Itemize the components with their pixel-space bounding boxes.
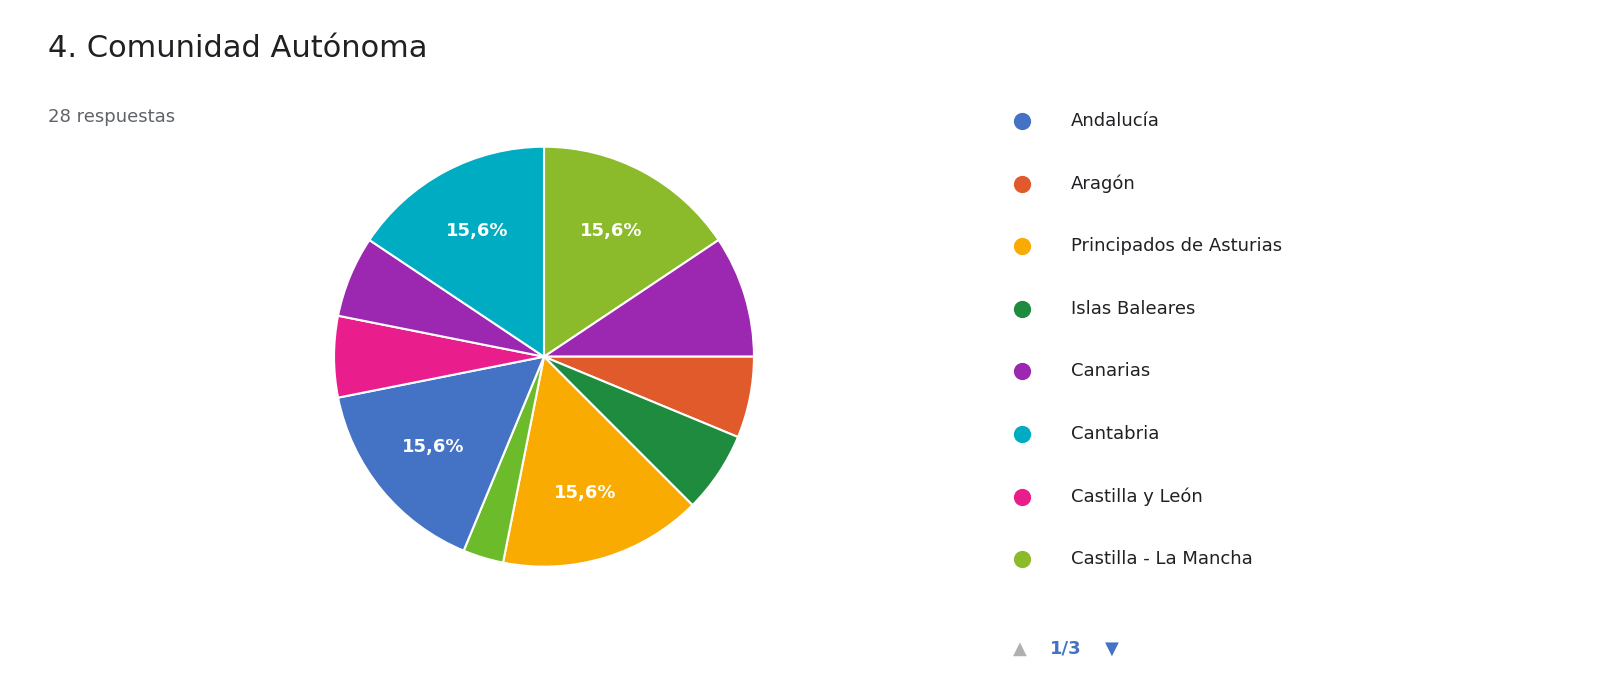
Wedge shape: [370, 147, 544, 357]
Text: Canarias: Canarias: [1070, 363, 1150, 380]
Text: 4. Comunidad Autónoma: 4. Comunidad Autónoma: [48, 34, 427, 63]
Text: 15,6%: 15,6%: [445, 222, 507, 240]
Text: Cantabria: Cantabria: [1070, 425, 1160, 443]
Text: ▲: ▲: [1013, 640, 1027, 658]
Text: 1/3: 1/3: [1050, 640, 1082, 658]
Wedge shape: [544, 240, 754, 357]
Text: Aragón: Aragón: [1070, 174, 1136, 193]
Text: Andalucía: Andalucía: [1070, 112, 1160, 130]
Wedge shape: [464, 357, 544, 563]
Text: Castilla - La Mancha: Castilla - La Mancha: [1070, 551, 1253, 568]
Wedge shape: [544, 357, 754, 437]
Wedge shape: [544, 147, 718, 357]
Wedge shape: [544, 357, 738, 505]
Text: Islas Baleares: Islas Baleares: [1070, 300, 1195, 318]
Text: 15,6%: 15,6%: [581, 222, 643, 240]
Text: Principados de Asturias: Principados de Asturias: [1070, 238, 1282, 255]
Text: 15,6%: 15,6%: [402, 438, 466, 456]
Wedge shape: [334, 316, 544, 398]
Text: 15,6%: 15,6%: [554, 485, 616, 502]
Text: 28 respuestas: 28 respuestas: [48, 108, 174, 126]
Text: ▼: ▼: [1104, 640, 1118, 658]
Wedge shape: [502, 357, 693, 567]
Wedge shape: [338, 357, 544, 551]
Text: Castilla y León: Castilla y León: [1070, 487, 1203, 506]
Wedge shape: [338, 240, 544, 357]
